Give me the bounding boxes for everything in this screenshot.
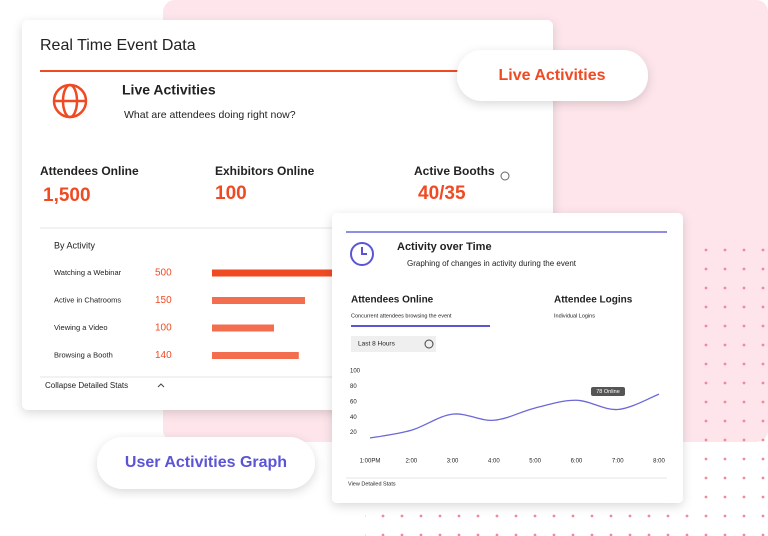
x-tick-label: 1:00PM xyxy=(360,459,381,465)
y-tick-label: 60 xyxy=(350,399,357,405)
y-tick-label: 20 xyxy=(350,430,357,436)
y-tick-label: 100 xyxy=(350,369,361,375)
row-label: Viewing a Video xyxy=(54,323,108,332)
stat-value: 100 xyxy=(215,183,247,204)
graph-card: Activity over Time Graphing of changes i… xyxy=(332,213,683,503)
stat-value: 1,500 xyxy=(43,185,91,206)
callout-text: Live Activities xyxy=(498,67,605,84)
y-tick-label: 80 xyxy=(350,384,357,390)
tab-title[interactable]: Attendees Online xyxy=(351,295,434,306)
caret-icon xyxy=(157,383,165,388)
clock-icon xyxy=(424,339,434,349)
x-tick-label: 6:00 xyxy=(571,459,583,465)
bar xyxy=(212,324,274,332)
range-label: Last 8 Hours xyxy=(358,341,396,348)
row-label: Active in Chatrooms xyxy=(54,295,121,304)
callout-graph: User Activities Graph xyxy=(97,437,315,489)
tooltip-box xyxy=(591,387,625,396)
section-title: Live Activities xyxy=(122,82,216,98)
globe-icon xyxy=(52,83,88,119)
line-chart: 20 40 60 80 100 1:00PM 2:00 3:00 4:00 5:00 6:00 7:0… xyxy=(350,369,665,465)
card-title: Activity over Time xyxy=(397,241,492,253)
stat-label: Exhibitors Online xyxy=(215,164,315,178)
bar xyxy=(212,352,299,359)
pill xyxy=(457,50,648,101)
tab-subtitle: Concurrent attendees browsing the event xyxy=(351,313,452,319)
card-title: Real Time Event Data xyxy=(40,37,196,54)
dot-pattern xyxy=(690,240,768,536)
dot-pattern xyxy=(365,500,695,536)
row-value: 100 xyxy=(155,323,172,334)
x-tick-label: 5:00 xyxy=(529,459,541,465)
collapse-link[interactable]: Collapse Detailed Stats xyxy=(45,381,128,390)
card-subtitle: Graphing of changes in activity during t… xyxy=(407,259,577,268)
callout-live: Live Activities xyxy=(457,50,648,101)
card xyxy=(332,213,683,503)
tab-subtitle: Individual Logins xyxy=(554,313,595,319)
x-tick-label: 2:00 xyxy=(405,459,417,465)
callout-text: User Activities Graph xyxy=(125,454,287,471)
tab-title[interactable]: Attendee Logins xyxy=(554,295,633,306)
x-tick-label: 3:00 xyxy=(447,459,459,465)
clock-icon xyxy=(350,242,374,266)
stat-value: 40/35 xyxy=(418,183,466,204)
x-tick-label: 4:00 xyxy=(488,459,500,465)
detail-link[interactable]: View Detailed Stats xyxy=(348,481,396,487)
range-dropdown[interactable] xyxy=(351,336,436,352)
tooltip-text: 78 Online xyxy=(596,389,620,395)
section-subtitle: What are attendees doing right now? xyxy=(124,109,296,121)
line xyxy=(369,393,660,439)
row-label: Browsing a Booth xyxy=(54,350,113,359)
list-title: By Activity xyxy=(54,240,96,250)
stat-label: Active Booths xyxy=(414,164,495,178)
row-label: Watching a Webinar xyxy=(54,268,122,277)
row-value: 500 xyxy=(155,268,172,279)
bar xyxy=(212,297,305,304)
x-tick-label: 8:00 xyxy=(653,459,665,465)
y-tick-label: 40 xyxy=(350,415,357,421)
x-tick-label: 7:00 xyxy=(612,459,624,465)
stat-label: Attendees Online xyxy=(40,164,139,178)
row-value: 150 xyxy=(155,295,172,306)
help-icon[interactable] xyxy=(500,171,510,181)
row-value: 140 xyxy=(155,350,172,361)
pill xyxy=(97,437,315,489)
